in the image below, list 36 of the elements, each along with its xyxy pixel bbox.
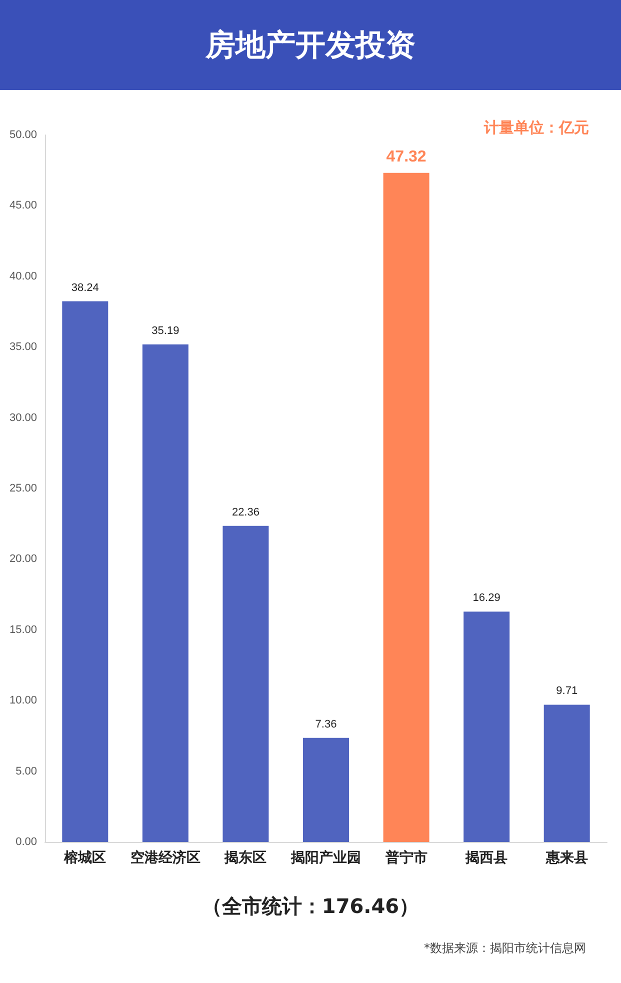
x-tick-label: 揭东区 xyxy=(224,849,267,865)
bar xyxy=(383,172,430,842)
x-tick-label: 惠来县 xyxy=(544,849,588,865)
bar xyxy=(303,738,349,842)
y-tick-label: 40.00 xyxy=(9,270,37,282)
data-label: 16.29 xyxy=(472,592,500,604)
x-tick-label: 榕城区 xyxy=(63,849,106,865)
annotation: 计量单位：亿元 xyxy=(483,118,589,136)
data-label: 22.36 xyxy=(232,506,260,518)
y-tick-label: 15.00 xyxy=(9,624,37,636)
y-tick-label: 45.00 xyxy=(9,200,37,212)
x-tick-label: 空港经济区 xyxy=(130,849,200,865)
y-tick-label: 5.00 xyxy=(16,765,37,778)
x-tick-label: 揭西县 xyxy=(464,849,508,865)
x-tick-label: 普宁市 xyxy=(384,849,428,865)
data-label: 7.36 xyxy=(315,718,337,730)
data-label: 9.71 xyxy=(556,685,578,698)
data-label: 47.32 xyxy=(386,148,426,166)
bar xyxy=(464,612,510,842)
y-tick-label: 10.00 xyxy=(9,694,37,707)
x-tick-label: 揭阳产业园 xyxy=(290,849,361,865)
bar xyxy=(62,301,108,842)
y-tick-label: 25.00 xyxy=(9,482,37,494)
bar xyxy=(222,526,269,842)
y-tick-label: 50.00 xyxy=(9,129,37,141)
chart-title: 房地产开发投资 xyxy=(0,0,621,90)
text: （全市统计：176.46） xyxy=(202,894,420,918)
y-tick-label: 35.00 xyxy=(9,341,37,354)
data-label: 38.24 xyxy=(71,282,99,294)
y-tick-label: 30.00 xyxy=(9,412,37,424)
data-label: 35.19 xyxy=(152,324,180,337)
y-tick-label: 20.00 xyxy=(9,553,37,566)
bar xyxy=(544,704,590,842)
y-tick-label: 0.00 xyxy=(16,836,37,848)
bar xyxy=(142,344,188,842)
text: *数据来源：揭阳市统计信息网 xyxy=(424,941,586,955)
